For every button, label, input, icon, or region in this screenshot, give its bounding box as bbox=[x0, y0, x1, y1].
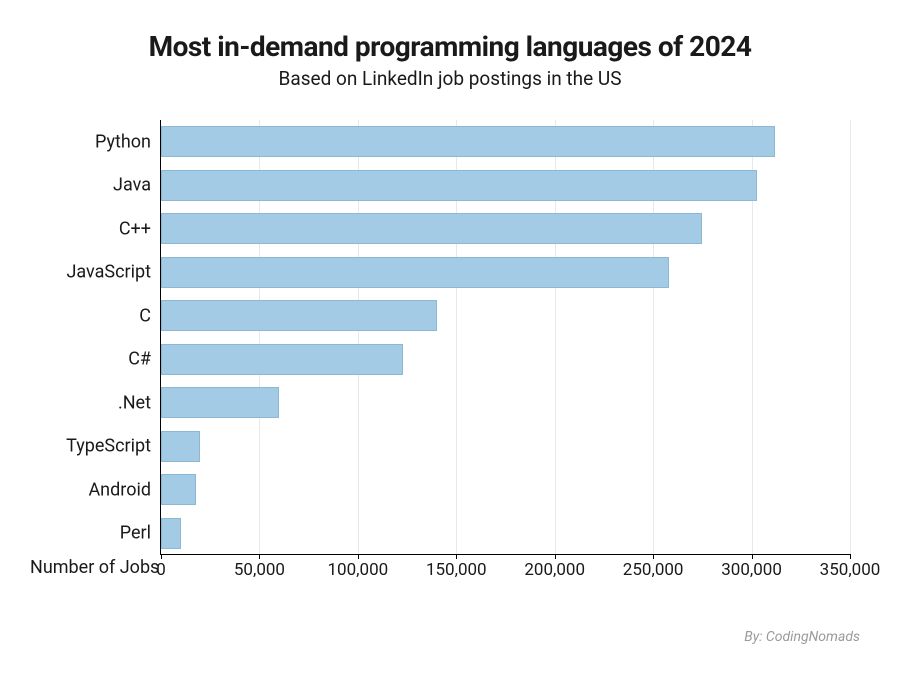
y-category-label: TypeScript bbox=[66, 436, 151, 457]
x-tick-label: 350,000 bbox=[820, 560, 881, 580]
bar-row: Java bbox=[161, 164, 850, 208]
bar bbox=[161, 257, 669, 288]
y-category-label: C bbox=[139, 305, 151, 326]
chart-credit: By: CodingNomads bbox=[744, 629, 860, 645]
bar bbox=[161, 387, 279, 418]
y-category-label: Python bbox=[95, 131, 151, 152]
bar-row: JavaScript bbox=[161, 251, 850, 295]
x-tick-label: 50,000 bbox=[234, 560, 285, 580]
bar-row: .Net bbox=[161, 381, 850, 425]
bar bbox=[161, 474, 196, 505]
bar-row: C bbox=[161, 294, 850, 338]
gridline bbox=[850, 120, 851, 554]
chart-title: Most in-demand programming languages of … bbox=[0, 0, 900, 63]
x-tick-label: 100,000 bbox=[328, 560, 389, 580]
y-category-label: C++ bbox=[119, 218, 151, 239]
x-tick-label: 250,000 bbox=[623, 560, 684, 580]
x-axis-label: Number of Jobs bbox=[30, 557, 159, 578]
x-tick-label: 150,000 bbox=[426, 560, 487, 580]
plot-region: 050,000100,000150,000200,000250,000300,0… bbox=[160, 120, 850, 555]
y-category-label: Java bbox=[113, 175, 151, 196]
y-category-label: Android bbox=[88, 479, 151, 500]
bar-row: TypeScript bbox=[161, 425, 850, 469]
x-tick-label: 300,000 bbox=[721, 560, 782, 580]
bar-row: C++ bbox=[161, 207, 850, 251]
x-tick-label: 200,000 bbox=[524, 560, 585, 580]
x-tick-mark bbox=[850, 554, 851, 559]
bar-row: C# bbox=[161, 338, 850, 382]
bar bbox=[161, 213, 702, 244]
y-category-label: C# bbox=[128, 349, 151, 370]
y-category-label: JavaScript bbox=[66, 262, 151, 283]
bar bbox=[161, 300, 437, 331]
bar-row: Python bbox=[161, 120, 850, 164]
bar-row: Perl bbox=[161, 512, 850, 556]
bar bbox=[161, 126, 775, 157]
chart-subtitle: Based on LinkedIn job postings in the US bbox=[0, 67, 900, 90]
y-category-label: Perl bbox=[120, 523, 151, 544]
bar bbox=[161, 344, 403, 375]
bar-row: Android bbox=[161, 468, 850, 512]
bar bbox=[161, 518, 181, 549]
bar bbox=[161, 431, 200, 462]
bar bbox=[161, 170, 757, 201]
chart-area: 050,000100,000150,000200,000250,000300,0… bbox=[30, 120, 870, 590]
y-category-label: .Net bbox=[118, 392, 151, 413]
